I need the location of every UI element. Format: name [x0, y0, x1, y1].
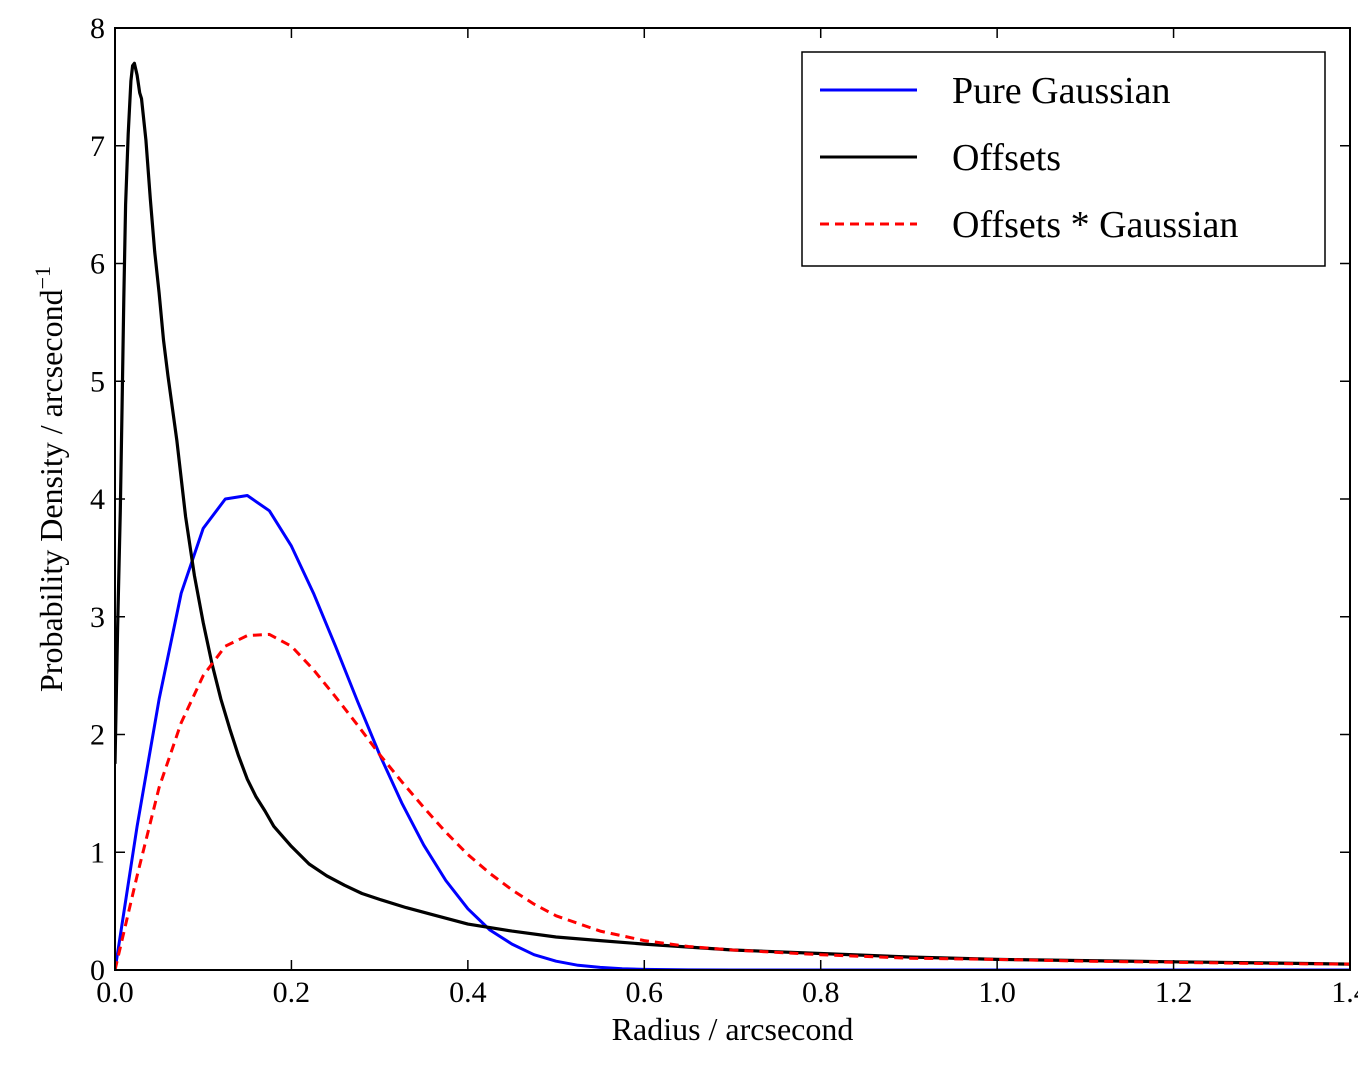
- x-tick-label: 1.4: [1331, 976, 1358, 1009]
- y-tick-label: 5: [90, 365, 105, 398]
- x-tick-label: 1.0: [978, 976, 1016, 1009]
- x-axis-label: Radius / arcsecond: [612, 1011, 854, 1047]
- x-tick-label: 0.0: [96, 976, 134, 1009]
- x-tick-label: 0.6: [626, 976, 664, 1009]
- y-tick-label: 6: [90, 248, 105, 281]
- legend-label-1: Pure Gaussian: [952, 70, 1170, 112]
- x-tick-label: 1.2: [1155, 976, 1193, 1009]
- series-line-1: [115, 494, 1350, 970]
- y-tick-label: 7: [90, 130, 105, 163]
- series-line-2: [115, 61, 1350, 966]
- y-tick-label: 4: [90, 483, 105, 516]
- y-axis-label-text: Probability Density / arcsecond: [33, 289, 69, 692]
- legend: Pure Gaussian Offsets Offsets * Gaussian: [801, 51, 1326, 267]
- x-tick-label: 0.8: [802, 976, 840, 1009]
- legend-label-2: Offsets: [952, 137, 1061, 179]
- y-axis-label: Probability Density / arcsecond−1: [30, 266, 69, 692]
- ticks: 0.0 0.2 0.4 0.6 0.8 1.0 1.2 1.4 0 1 2 3 4 5 6 7 8: [90, 12, 1358, 1009]
- y-tick-label: 8: [90, 12, 105, 45]
- y-tick-label: 1: [90, 836, 105, 869]
- y-tick-label: 2: [90, 719, 105, 752]
- series-line-3: [115, 632, 1350, 970]
- legend-box: [801, 51, 1326, 267]
- x-tick-label: 0.2: [273, 976, 311, 1009]
- y-axis-label-superscript: −1: [30, 266, 55, 289]
- y-tick-label: 3: [90, 601, 105, 634]
- x-tick-label: 0.4: [449, 976, 487, 1009]
- legend-label-3: Offsets * Gaussian: [952, 204, 1238, 246]
- y-tick-label: 0: [90, 954, 105, 987]
